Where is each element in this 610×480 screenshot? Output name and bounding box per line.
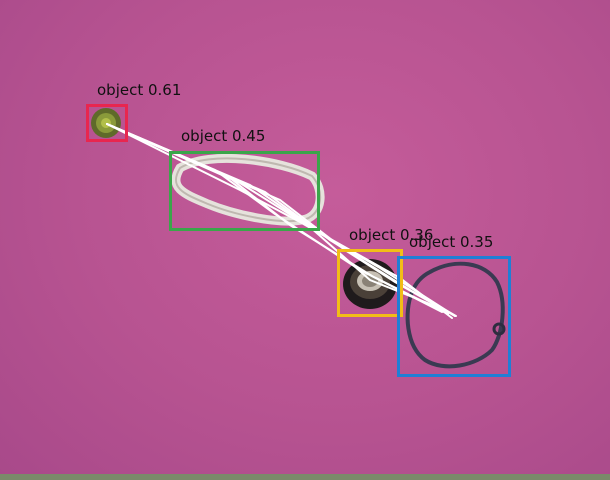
detection-box-3 bbox=[337, 249, 403, 317]
detection-box-4 bbox=[397, 256, 511, 377]
detection-label-1: object 0.61 bbox=[97, 81, 182, 99]
detection-box-2 bbox=[169, 151, 320, 231]
detection-label-4: object 0.35 bbox=[409, 233, 494, 251]
detection-box-1 bbox=[86, 104, 128, 142]
floor-strip bbox=[0, 474, 610, 480]
detection-label-2: object 0.45 bbox=[181, 127, 266, 145]
green-cap-object bbox=[91, 108, 121, 138]
detection-label-3: object 0.36 bbox=[349, 226, 434, 244]
